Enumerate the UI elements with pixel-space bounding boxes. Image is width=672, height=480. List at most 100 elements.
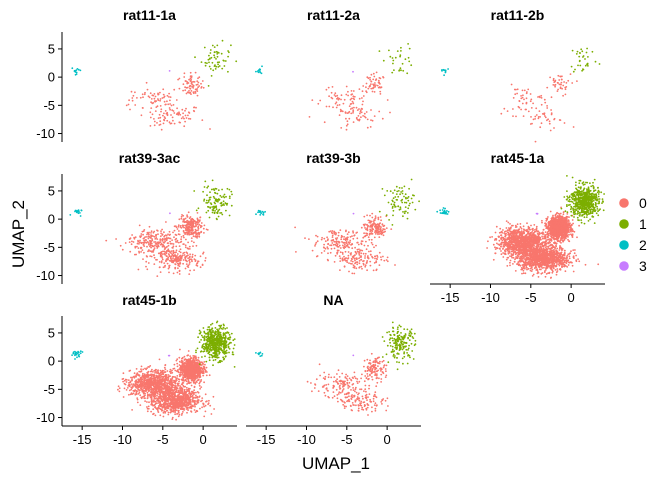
point-cluster-0 (197, 81, 200, 84)
point-cluster-0 (191, 253, 194, 256)
point-cluster-1 (401, 198, 404, 201)
point-cluster-1 (572, 70, 575, 73)
point-cluster-0 (350, 253, 352, 256)
point-cluster-0 (149, 250, 152, 253)
point-cluster-0 (176, 262, 179, 265)
point-cluster-0 (162, 266, 165, 269)
point-cluster-0 (531, 268, 534, 271)
point-cluster-0 (184, 89, 187, 92)
point-cluster-0 (197, 86, 200, 89)
point-cluster-0 (150, 232, 152, 234)
point-cluster-0 (202, 86, 205, 89)
point-cluster-1 (206, 194, 208, 197)
point-cluster-0 (526, 268, 528, 271)
point-cluster-0 (187, 220, 190, 223)
point-cluster-0 (185, 226, 188, 229)
point-cluster-0 (339, 229, 342, 232)
point-cluster-0 (529, 236, 532, 239)
point-cluster-0 (537, 239, 539, 242)
point-cluster-0 (546, 105, 548, 107)
point-cluster-0 (192, 92, 195, 95)
point-cluster-1 (401, 190, 404, 192)
point-cluster-1 (410, 178, 413, 181)
point-cluster-0 (515, 115, 517, 118)
point-cluster-0 (330, 231, 333, 234)
point-cluster-0 (515, 256, 517, 258)
point-cluster-0 (321, 236, 323, 239)
point-cluster-0 (347, 254, 350, 257)
point-cluster-0 (503, 245, 506, 248)
point-cluster-0 (185, 251, 188, 254)
point-cluster-0 (494, 252, 497, 255)
point-cluster-0 (192, 85, 195, 87)
point-cluster-0 (375, 229, 378, 231)
point-cluster-2 (443, 74, 445, 77)
point-cluster-0 (551, 244, 554, 247)
point-cluster-1 (207, 185, 210, 188)
facet-points (69, 179, 233, 277)
point-cluster-0 (554, 246, 556, 249)
point-cluster-0 (554, 85, 556, 88)
point-cluster-0 (537, 264, 540, 267)
point-cluster-0 (175, 245, 178, 248)
point-cluster-0 (507, 221, 510, 224)
point-cluster-0 (550, 96, 553, 99)
point-cluster-0 (511, 231, 514, 234)
point-cluster-1 (391, 71, 394, 74)
point-cluster-1 (570, 65, 573, 68)
point-cluster-1 (391, 207, 394, 209)
point-cluster-0 (572, 249, 575, 252)
point-cluster-2 (75, 71, 78, 74)
point-cluster-0 (177, 241, 180, 244)
point-cluster-1 (228, 51, 230, 54)
y-tick-label: 0 (48, 70, 55, 85)
point-cluster-0 (509, 236, 512, 239)
point-cluster-0 (180, 240, 183, 243)
point-cluster-0 (355, 117, 358, 120)
point-cluster-1 (226, 187, 229, 190)
point-cluster-1 (582, 68, 584, 71)
point-cluster-0 (521, 272, 523, 275)
point-cluster-0 (333, 94, 336, 96)
point-cluster-0 (334, 233, 337, 236)
point-cluster-0 (185, 238, 187, 241)
point-cluster-2 (260, 211, 262, 214)
point-cluster-0 (165, 221, 167, 223)
point-cluster-0 (202, 227, 205, 230)
point-cluster-0 (172, 110, 175, 112)
point-cluster-1 (228, 195, 231, 198)
point-cluster-0 (517, 237, 520, 240)
point-cluster-0 (137, 268, 140, 271)
point-cluster-0 (185, 86, 188, 89)
point-cluster-0 (549, 76, 551, 79)
point-cluster-3 (352, 212, 355, 215)
point-cluster-1 (227, 50, 230, 52)
point-cluster-0 (187, 241, 190, 244)
point-cluster-0 (562, 84, 565, 87)
point-cluster-0 (169, 242, 172, 245)
point-cluster-0 (311, 249, 314, 252)
point-cluster-1 (222, 200, 225, 203)
point-cluster-0 (537, 116, 540, 118)
point-cluster-0 (362, 100, 364, 103)
point-cluster-0 (539, 116, 541, 118)
point-cluster-0 (355, 252, 358, 255)
point-cluster-0 (541, 231, 544, 234)
point-cluster-0 (530, 270, 533, 272)
point-cluster-0 (167, 267, 170, 270)
point-cluster-0 (198, 220, 201, 223)
point-cluster-0 (180, 217, 183, 220)
point-cluster-0 (348, 117, 351, 120)
point-cluster-0 (562, 239, 565, 242)
point-cluster-0 (355, 258, 358, 261)
point-cluster-0 (556, 211, 558, 214)
point-cluster-0 (352, 112, 354, 114)
point-cluster-0 (547, 247, 550, 249)
point-cluster-1 (231, 193, 233, 196)
point-cluster-1 (578, 55, 581, 58)
point-cluster-0 (554, 84, 556, 86)
point-cluster-0 (358, 257, 360, 260)
point-cluster-0 (328, 95, 330, 98)
point-cluster-0 (155, 235, 158, 237)
